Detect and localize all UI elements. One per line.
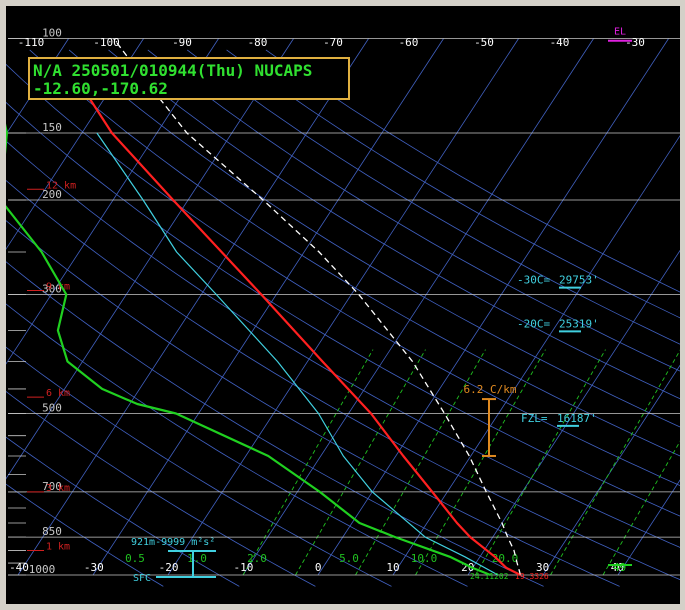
top-temp-tick: -60 bbox=[399, 36, 419, 49]
pressure-label: 1000 bbox=[29, 563, 56, 576]
dry-adiabat bbox=[6, 436, 240, 587]
series-dewpoint bbox=[6, 123, 491, 577]
lapse-rate-label: 6.2 C/km bbox=[464, 383, 517, 396]
isotherm-line bbox=[6, 38, 144, 250]
dry-adiabat bbox=[6, 179, 680, 581]
bottom-temp-tick: -40 bbox=[9, 561, 29, 574]
bottom-temp-tick: -20 bbox=[159, 561, 179, 574]
isotherm-line bbox=[17, 38, 369, 576]
mixing-ratio-label: 1.0 bbox=[187, 552, 207, 565]
series-wetbulb bbox=[96, 132, 499, 576]
series-temperature bbox=[77, 80, 521, 576]
el-label: EL bbox=[614, 27, 626, 38]
level-label: -30C= bbox=[517, 274, 550, 287]
cap-value: 49 bbox=[613, 561, 626, 574]
mixing-ratio-label: 10.0 bbox=[411, 552, 438, 565]
level-label: FZL= bbox=[521, 412, 548, 425]
pressure-label: 300 bbox=[42, 282, 62, 295]
level-label: -20C= bbox=[517, 317, 550, 330]
bottom-temp-tick: -30 bbox=[84, 561, 104, 574]
helicity-readout: 921m-9999 m²s² bbox=[131, 537, 215, 548]
level-value: 25319' bbox=[559, 317, 599, 330]
bottom-temp-tick: 30 bbox=[536, 561, 549, 574]
header-box: N/A 250501/010944(Thu) NUCAPS -12.60,-17… bbox=[28, 57, 350, 100]
surface-dewpoint-readout: 24.11202 bbox=[470, 572, 509, 581]
dry-adiabat bbox=[6, 391, 316, 587]
header-location: -12.60,-170.62 bbox=[33, 79, 168, 98]
series-parcel bbox=[113, 38, 522, 576]
dry-adiabat bbox=[6, 483, 164, 587]
dry-adiabat bbox=[29, 49, 680, 457]
mixing-ratio-label: 2.0 bbox=[247, 552, 267, 565]
level-value: 16187' bbox=[557, 412, 597, 425]
top-temp-tick: -50 bbox=[474, 36, 494, 49]
mixing-ratio-label: 20.0 bbox=[492, 552, 519, 565]
top-temp-tick: -80 bbox=[248, 36, 268, 49]
isotherm-line bbox=[6, 38, 219, 365]
isotherm-line bbox=[542, 364, 680, 576]
isobars bbox=[8, 38, 680, 576]
pressure-label: 200 bbox=[42, 188, 62, 201]
bottom-temp-tick: 10 bbox=[386, 561, 399, 574]
dry-adiabat bbox=[226, 49, 680, 319]
dry-adiabat bbox=[68, 49, 680, 428]
isotherm-line bbox=[617, 479, 680, 576]
level-value: 29753' bbox=[559, 274, 599, 287]
pressure-label: 700 bbox=[42, 480, 62, 493]
dry-adiabat bbox=[6, 346, 392, 587]
isotherm-line bbox=[6, 38, 69, 136]
top-temp-tick: -40 bbox=[550, 36, 570, 49]
dry-adiabat bbox=[6, 63, 680, 487]
mixing-ratio-label: 5.0 bbox=[339, 552, 359, 565]
plot-background bbox=[6, 6, 680, 604]
isotherm-line bbox=[92, 38, 444, 576]
isotherm-line bbox=[317, 38, 669, 576]
isotherms bbox=[6, 38, 680, 587]
dry-adiabat bbox=[6, 220, 620, 587]
isotherm-line bbox=[392, 135, 680, 576]
top-temp-tick: -100 bbox=[93, 36, 120, 49]
top-temp-tick: -30 bbox=[625, 36, 645, 49]
top-temp-tick: -90 bbox=[172, 36, 192, 49]
height-label: 12 km bbox=[46, 180, 76, 191]
isotherm-line bbox=[467, 249, 680, 576]
dry-adiabat bbox=[108, 49, 680, 400]
isotherm-line bbox=[242, 38, 594, 576]
isotherm-line bbox=[6, 38, 294, 480]
height-label: 9 km bbox=[46, 282, 70, 293]
annotations: 24.11202 19.3326 6.2 C/km -30C= 29753' -20C= 2… bbox=[131, 27, 632, 581]
mixing-ratio-label: 0.5 bbox=[125, 552, 145, 565]
height-label: 6 km bbox=[46, 388, 70, 399]
dry-adiabat bbox=[265, 49, 680, 293]
bottom-temp-tick: -10 bbox=[233, 561, 253, 574]
dry-adiabat bbox=[6, 101, 680, 517]
pressure-label: 150 bbox=[42, 121, 62, 134]
height-label: 1 km bbox=[46, 541, 70, 552]
pressure-label: 100 bbox=[42, 27, 62, 40]
top-temp-tick: -110 bbox=[18, 36, 45, 49]
bottom-temp-tick: 0 bbox=[315, 561, 322, 574]
pressure-label: 850 bbox=[42, 525, 62, 538]
header-title: N/A 250501/010944(Thu) NUCAPS bbox=[33, 61, 312, 80]
dry-adiabat bbox=[186, 49, 680, 345]
dry-adiabat bbox=[6, 140, 680, 548]
dry-adiabat bbox=[6, 303, 468, 587]
top-temp-tick: -70 bbox=[323, 36, 343, 49]
dry-adiabat bbox=[6, 261, 544, 587]
pressure-label: 500 bbox=[42, 401, 62, 414]
surface-temp-readout: 19.3326 bbox=[515, 572, 549, 581]
height-label: 3 km bbox=[46, 483, 70, 494]
dry-adiabat bbox=[147, 49, 680, 372]
height-label: SFC bbox=[133, 573, 151, 584]
isotherm-line bbox=[167, 38, 519, 576]
profile-lines bbox=[6, 38, 522, 577]
